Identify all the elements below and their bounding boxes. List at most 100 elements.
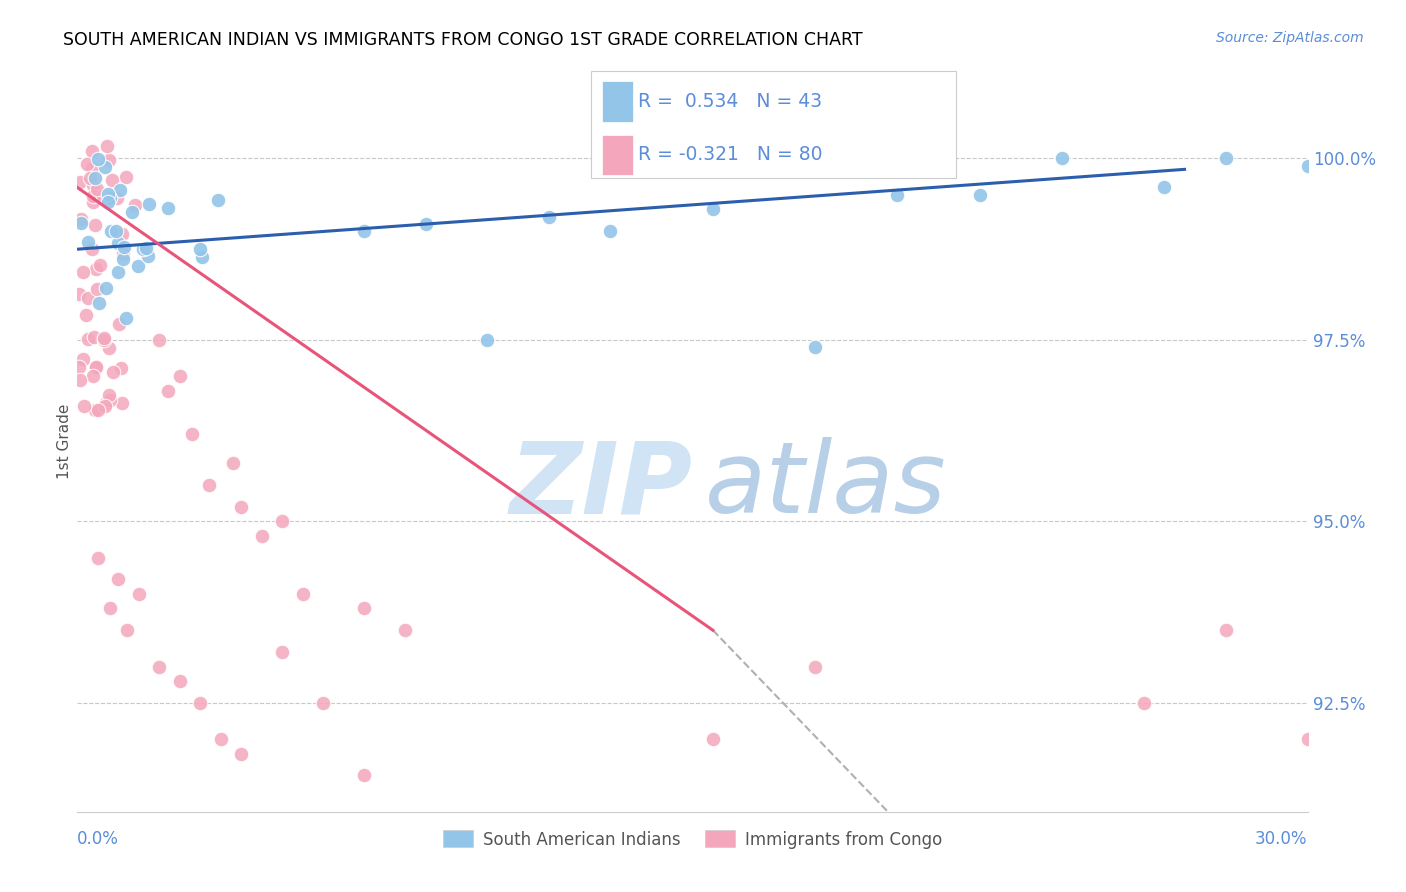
Point (70, 215, 93, 229)
Point (108, 317, 131, 331)
Point (188, 242, 211, 256)
Point (115, 310, 138, 325)
Point (97, 153, 120, 167)
Point (97, 341, 120, 355)
Point (231, 747, 253, 761)
Point (97, 388, 120, 402)
Point (156, 384, 179, 398)
Text: SOUTH AMERICAN INDIAN VS IMMIGRANTS FROM CONGO 1ST GRADE CORRELATION CHART: SOUTH AMERICAN INDIAN VS IMMIGRANTS FROM… (63, 31, 863, 49)
Point (271, 515, 294, 529)
Text: 30.0%: 30.0% (1256, 830, 1308, 848)
Point (537, 210, 560, 224)
Text: ZIP: ZIP (509, 437, 693, 534)
Point (1050, 152, 1073, 166)
Point (93, 331, 115, 345)
Point (110, 361, 132, 376)
Point (169, 674, 191, 689)
Point (477, 333, 499, 347)
Point (804, 340, 827, 354)
Point (84, 360, 107, 375)
Point (969, 187, 991, 202)
Point (111, 247, 134, 261)
Point (79, 171, 101, 186)
Point (93, 333, 115, 347)
Point (111, 252, 134, 267)
Point (87, 550, 110, 565)
Point (77, 332, 100, 346)
Point (107, 192, 129, 206)
Point (190, 250, 212, 264)
Point (96, 281, 118, 295)
Point (89, 258, 111, 272)
Point (72, 399, 94, 413)
Point (148, 333, 170, 347)
Point (250, 529, 273, 543)
Point (105, 224, 128, 238)
Point (111, 227, 134, 241)
Point (89, 295, 111, 310)
Point (76, 235, 98, 249)
Point (114, 240, 136, 254)
Point (804, 659, 827, 673)
Point (312, 696, 335, 710)
Point (108, 183, 131, 197)
Point (291, 587, 314, 601)
Point (157, 202, 180, 216)
Point (76, 156, 98, 170)
Point (394, 624, 416, 638)
Point (1296, 732, 1319, 747)
Y-axis label: 1st Grade: 1st Grade (56, 404, 72, 479)
Point (97, 187, 120, 202)
Point (72, 352, 94, 367)
Point (98, 393, 121, 408)
Point (80, 144, 103, 158)
Point (136, 249, 159, 263)
Point (115, 624, 138, 638)
Point (111, 396, 134, 410)
Point (188, 696, 212, 710)
Point (94, 396, 117, 410)
Point (67, 360, 90, 375)
Point (84, 359, 107, 374)
Point (101, 365, 124, 379)
Point (82, 195, 104, 210)
Point (98, 601, 121, 615)
Point (209, 732, 232, 747)
Point (84, 262, 107, 277)
Point (83, 330, 105, 344)
Point (86, 282, 108, 296)
Point (94, 160, 117, 174)
Point (87, 152, 110, 166)
Point (91, 188, 114, 202)
Point (82, 369, 104, 384)
Point (69, 175, 91, 189)
Point (132, 242, 155, 256)
Point (69, 212, 91, 227)
Point (1215, 624, 1237, 638)
Text: R = -0.321   N = 80: R = -0.321 N = 80 (638, 145, 823, 164)
Point (135, 241, 157, 255)
Point (415, 217, 437, 231)
Point (271, 645, 294, 659)
Point (599, 224, 621, 238)
Point (124, 198, 146, 212)
Point (148, 659, 170, 673)
Point (114, 169, 136, 184)
Point (138, 197, 160, 211)
Point (353, 224, 375, 238)
Point (353, 601, 375, 615)
Point (1296, 159, 1319, 173)
Point (82, 188, 104, 202)
Text: Source: ZipAtlas.com: Source: ZipAtlas.com (1216, 31, 1364, 45)
Point (231, 500, 253, 514)
Point (93, 399, 115, 413)
Point (75, 309, 97, 323)
Point (1132, 696, 1154, 710)
Point (222, 456, 245, 470)
Point (128, 587, 150, 601)
Point (86, 182, 108, 196)
Legend: South American Indians, Immigrants from Congo: South American Indians, Immigrants from … (436, 823, 949, 855)
Point (100, 224, 122, 238)
Point (702, 202, 724, 217)
Text: atlas: atlas (704, 437, 946, 534)
